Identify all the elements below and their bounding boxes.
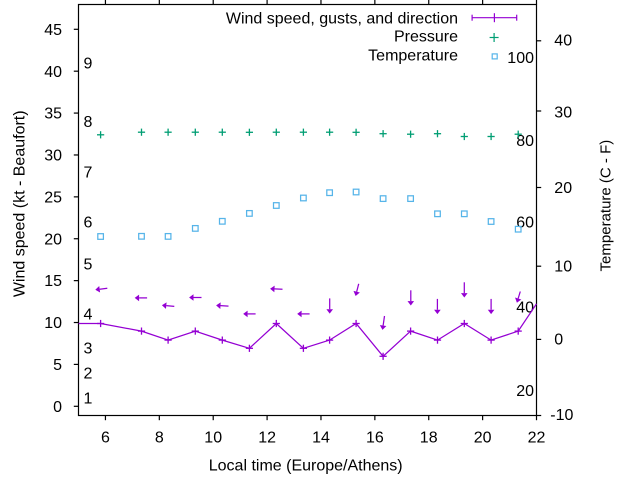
svg-text:15: 15	[44, 273, 62, 290]
svg-text:1: 1	[84, 391, 93, 408]
svg-text:10: 10	[44, 315, 62, 332]
svg-text:20: 20	[554, 180, 572, 197]
svg-text:5: 5	[84, 257, 93, 274]
svg-text:20: 20	[44, 231, 62, 248]
svg-text:100: 100	[507, 50, 534, 67]
svg-text:20: 20	[516, 383, 534, 400]
svg-text:25: 25	[44, 190, 62, 207]
svg-text:6: 6	[84, 215, 93, 232]
svg-text:45: 45	[44, 22, 62, 39]
svg-text:22: 22	[528, 430, 546, 447]
svg-text:7: 7	[84, 164, 93, 181]
svg-text:40: 40	[554, 33, 572, 50]
svg-text:Local time (Europe/Athens): Local time (Europe/Athens)	[209, 458, 403, 475]
svg-text:30: 30	[554, 105, 572, 122]
svg-text:30: 30	[44, 148, 62, 165]
svg-text:Pressure: Pressure	[394, 29, 458, 46]
svg-text:Wind speed (kt - Beaufort): Wind speed (kt - Beaufort)	[12, 110, 29, 297]
svg-text:4: 4	[84, 307, 93, 324]
svg-text:14: 14	[312, 430, 330, 447]
svg-text:Temperature (C - F): Temperature (C - F)	[598, 140, 615, 272]
svg-text:8: 8	[155, 430, 164, 447]
svg-text:9: 9	[84, 55, 93, 72]
svg-text:35: 35	[44, 106, 62, 123]
svg-text:Wind speed, gusts, and directi: Wind speed, gusts, and direction	[226, 11, 458, 28]
svg-text:40: 40	[44, 64, 62, 81]
svg-text:8: 8	[84, 114, 93, 131]
svg-text:10: 10	[204, 430, 222, 447]
svg-text:0: 0	[554, 332, 563, 349]
svg-text:10: 10	[554, 259, 572, 276]
svg-text:0: 0	[53, 399, 62, 416]
svg-text:18: 18	[420, 430, 438, 447]
svg-text:6: 6	[101, 430, 110, 447]
svg-text:3: 3	[84, 340, 93, 357]
svg-text:60: 60	[516, 215, 534, 232]
svg-text:20: 20	[474, 430, 492, 447]
svg-text:Temperature: Temperature	[368, 47, 458, 64]
svg-text:80: 80	[516, 133, 534, 150]
svg-text:5: 5	[53, 357, 62, 374]
svg-text:-10: -10	[550, 407, 573, 424]
svg-text:16: 16	[366, 430, 384, 447]
svg-text:12: 12	[258, 430, 276, 447]
svg-text:2: 2	[84, 365, 93, 382]
svg-text:40: 40	[516, 300, 534, 317]
